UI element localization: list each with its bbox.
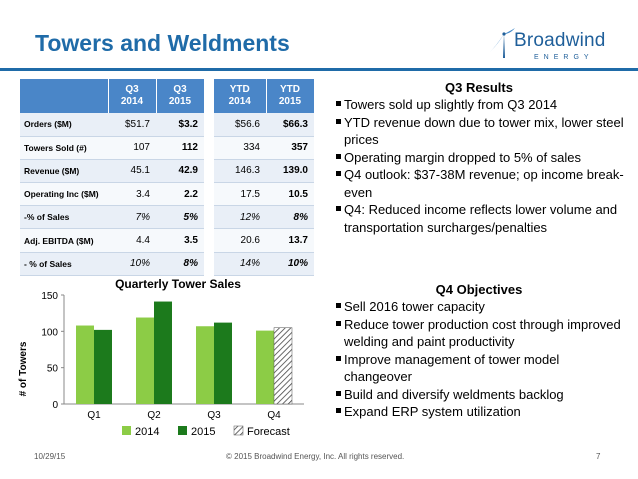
wind-turbine-icon: [490, 28, 515, 58]
tower-sales-chart: Quarterly Tower Sales # of Towers 0 50 100…: [18, 277, 304, 438]
y-tick-label: 100: [41, 327, 58, 338]
table-row: Revenue ($M) 45.1 42.9 146.3 139.0: [20, 159, 314, 184]
bar-2014-q4: [256, 330, 274, 404]
x-tick-label: Q2: [147, 410, 161, 421]
legend-swatch-forecast: [233, 425, 244, 436]
bar-2014-q2: [136, 317, 154, 404]
list-item: Towers sold up slightly from Q3 2014: [335, 96, 625, 114]
legend-swatch-2014: [122, 426, 131, 435]
table-row: -% of Sales 7% 5% 12% 8%: [20, 205, 314, 230]
table-row: - % of Sales 10% 8% 14% 10%: [20, 252, 314, 276]
legend-swatch-2015: [178, 426, 187, 435]
list-item: Q4 outlook: $37-38M revenue; op income b…: [335, 166, 625, 201]
table-row: Operating Inc ($M) 3.4 2.2 17.5 10.5: [20, 182, 314, 207]
legend-label-2014: 2014: [135, 426, 159, 438]
slide-title: Towers and Weldments: [35, 30, 290, 56]
list-item: Build and diversify weldments backlog: [335, 386, 625, 404]
q4-objectives-list: Sell 2016 tower capacity Reduce tower pr…: [335, 298, 625, 421]
y-tick-label: 150: [41, 291, 58, 302]
table-header-q3-2014: Q3 2014: [108, 79, 157, 113]
legend-label-forecast: Forecast: [247, 426, 290, 438]
bar-2015-q3: [214, 322, 232, 404]
logo-sub: ENERGY: [534, 54, 594, 61]
q4-objectives-title: Q4 Objectives: [435, 282, 523, 297]
bar-forecast-q4: [273, 327, 293, 405]
title-rule: [0, 68, 638, 71]
x-tick-label: Q3: [207, 410, 221, 421]
financial-table: Q3 2014 Q3 2015 YTD 2014 YTD 2015 Orders ($M…: [20, 79, 315, 276]
chart-ylabel: # of Towers: [18, 341, 29, 396]
table-header-gap: [204, 79, 214, 113]
chart-title: Quarterly Tower Sales: [115, 277, 241, 291]
list-item: Improve management of tower model change…: [335, 351, 625, 386]
table-header-ytd-2014: YTD 2014: [214, 79, 267, 113]
x-tick-label: Q1: [87, 410, 101, 421]
table-header-ytd-2015: YTD 2015: [266, 79, 315, 113]
table-row: Adj. EBITDA ($M) 4.4 3.5 20.6 13.7: [20, 228, 314, 253]
x-tick-label: Q4: [267, 410, 281, 421]
table-row: Towers Sold (#) 107 112 334 357: [20, 136, 314, 160]
table-header-blank: [20, 79, 109, 113]
table-header-q3-2015: Q3 2015: [156, 79, 205, 113]
q3-results-list: Towers sold up slightly from Q3 2014 YTD…: [335, 96, 625, 236]
bar-2015-q1: [94, 329, 112, 404]
footer-copyright: © 2015 Broadwind Energy, Inc. All rights…: [226, 452, 405, 461]
list-item: Operating margin dropped to 5% of sales: [335, 149, 625, 167]
logo-brand: Broadwind: [514, 30, 606, 51]
footer-date: 10/29/15: [34, 452, 66, 461]
list-item: Sell 2016 tower capacity: [335, 298, 625, 316]
table-header-row: Q3 2014 Q3 2015 YTD 2014 YTD 2015: [20, 79, 315, 113]
list-item: Q4: Reduced income reflects lower volume…: [335, 201, 625, 236]
page-number: 7: [596, 452, 601, 461]
list-item: YTD revenue down due to tower mix, lower…: [335, 114, 625, 149]
broadwind-logo: Broadwind ENERGY: [486, 28, 611, 68]
y-tick-label: 50: [47, 364, 59, 375]
y-tick-label: 0: [52, 400, 58, 411]
bar-2015-q2: [154, 301, 172, 404]
table-row: Orders ($M) $51.7 $3.2 $56.6 $66.3: [20, 113, 314, 137]
bar-2014-q1: [76, 325, 94, 404]
bar-2014-q3: [196, 326, 214, 404]
list-item: Reduce tower production cost through imp…: [335, 316, 625, 351]
q3-results-title: Q3 Results: [445, 80, 513, 95]
list-item: Expand ERP system utilization: [335, 403, 625, 421]
chart-legend: 2014 2015 Forecast: [122, 425, 290, 438]
legend-label-2015: 2015: [191, 426, 215, 438]
